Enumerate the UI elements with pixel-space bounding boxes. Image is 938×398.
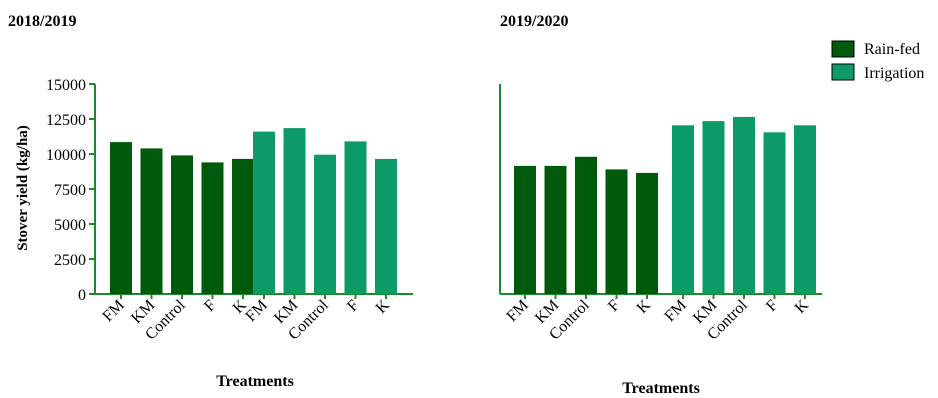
bar-rain-fed-control	[575, 156, 597, 294]
legend-label-rain-fed: Rain-fed	[864, 41, 920, 58]
y-tick-label: 0	[78, 287, 86, 304]
category-label: FM	[242, 297, 270, 325]
category-label: FM	[661, 297, 689, 325]
legend-swatch-irrigation	[831, 63, 855, 81]
chart-panel-2018-2019: 2018/2019 Stover yield (kg/ha) 0 2500 5000…	[8, 13, 413, 390]
category-label: FM	[99, 297, 127, 325]
legend: Rain-fed Irrigation	[831, 40, 924, 82]
category-label: K	[792, 296, 813, 317]
legend-swatch-rain-fed	[831, 40, 855, 58]
bar-rain-fed-km	[140, 148, 163, 294]
bar-irrigation-k	[375, 158, 397, 294]
bar-rain-fed-fm	[514, 165, 536, 294]
x-axis-label: Treatments	[622, 380, 700, 397]
y-tick-label: 12500	[46, 112, 86, 129]
bar-irrigation-f	[763, 132, 786, 294]
x-axis-label: Treatments	[216, 373, 294, 390]
y-tick-label: 15000	[46, 77, 86, 94]
y-tick-label: 10000	[46, 147, 86, 164]
bar-rain-fed-control	[171, 155, 193, 294]
bar-rain-fed-fm	[110, 142, 132, 294]
bar-rain-fed-k	[636, 172, 658, 294]
y-tick-label: 5000	[54, 217, 86, 234]
category-label: F	[605, 297, 623, 315]
bar-irrigation-fm	[672, 125, 694, 294]
chart-title: 2019/2020	[500, 13, 568, 30]
bar-irrigation-control	[733, 116, 755, 295]
bar-irrigation-fm	[253, 131, 275, 294]
bar-irrigation-control	[314, 154, 336, 294]
chart-title: 2018/2019	[8, 13, 76, 30]
category-label: F	[201, 297, 219, 315]
bar-rain-fed-k	[232, 158, 254, 294]
category-label: K	[373, 296, 394, 317]
legend-label-irrigation: Irrigation	[864, 65, 924, 82]
bar-rain-fed-km	[544, 165, 567, 294]
bar-rain-fed-f	[605, 169, 628, 294]
y-tick-label: 2500	[54, 252, 86, 269]
bar-rain-fed-f	[201, 162, 224, 294]
y-tick-label: 7500	[54, 182, 86, 199]
bar-irrigation-k	[794, 125, 816, 294]
category-label: F	[763, 297, 781, 315]
bar-irrigation-km	[283, 128, 306, 294]
y-axis-label: Stover yield (kg/ha)	[15, 125, 31, 251]
bar-irrigation-km	[702, 121, 725, 294]
category-label: F	[344, 297, 362, 315]
category-label: K	[634, 296, 655, 317]
bar-irrigation-f	[344, 141, 367, 294]
category-label: FM	[503, 297, 531, 325]
